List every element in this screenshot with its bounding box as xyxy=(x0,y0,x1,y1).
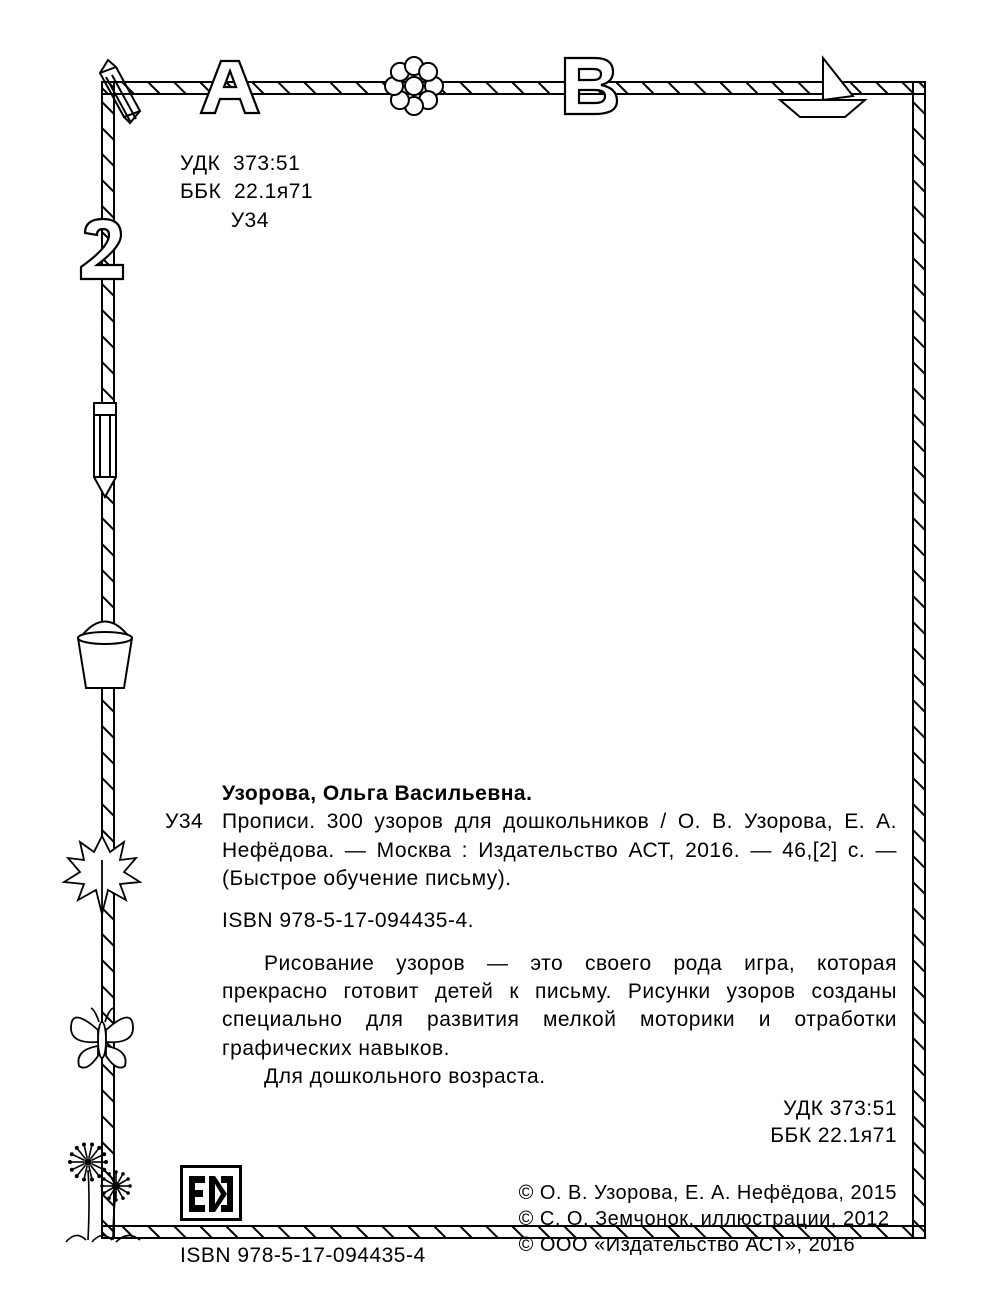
udk-bottom: УДК 373:51 xyxy=(770,1095,897,1122)
content-area: УДК 373:51 ББК 22.1я71 У34 Узорова, Ольг… xyxy=(180,150,897,1220)
copyright-line: © О. В. Узорова, Е. А. Нефёдова, 2015 xyxy=(519,1180,897,1206)
eac-mark xyxy=(180,1165,242,1229)
dandelion-icon xyxy=(58,1130,153,1245)
pencil-icon xyxy=(90,55,150,125)
author-mark-top: У34 xyxy=(180,207,897,235)
flower-icon xyxy=(378,50,450,122)
butterfly-icon xyxy=(65,1000,140,1080)
maple-leaf-icon xyxy=(62,830,142,920)
classifiers-top: УДК 373:51 ББК 22.1я71 У34 xyxy=(180,150,897,235)
author-mark-left: У34 xyxy=(165,808,203,836)
isbn-line: ISBN 978-5-17-094435-4. xyxy=(222,907,897,935)
annotation-text: Рисование узоров — это своего рода игра,… xyxy=(222,950,897,1063)
bbk-top: ББК 22.1я71 xyxy=(180,178,897,206)
classifiers-bottom: УДК 373:51 ББК 22.1я71 xyxy=(770,1095,897,1150)
audience-text: Для дошкольного возраста. xyxy=(222,1063,897,1091)
copyright-line: © С. О. Земчонок, иллюстрации, 2012 xyxy=(519,1206,897,1232)
author-heading: Узорова, Ольга Васильевна. xyxy=(222,780,897,808)
letter-a-icon xyxy=(195,55,265,120)
copyright-block: © О. В. Узорова, Е. А. Нефёдова, 2015 © … xyxy=(519,1180,897,1258)
isbn-bottom: ISBN 978-5-17-094435-4 xyxy=(180,1242,426,1270)
paper-boat-icon xyxy=(775,52,870,122)
bucket-icon xyxy=(68,600,143,695)
colophon-page: УДК 373:51 ББК 22.1я71 У34 Узорова, Ольг… xyxy=(0,0,987,1300)
number-2-icon xyxy=(75,215,133,290)
udk-top: УДК 373:51 xyxy=(180,150,897,178)
pencil2-icon xyxy=(80,395,130,505)
bibliographic-record: Узорова, Ольга Васильевна. У34 Прописи. … xyxy=(180,780,897,1091)
biblio-description: Прописи. 300 узоров для дошкольников / О… xyxy=(222,808,897,893)
bbk-bottom: ББК 22.1я71 xyxy=(770,1122,897,1149)
letter-b-icon xyxy=(555,52,625,120)
copyright-line: © ООО «Издательство АСТ», 2016 xyxy=(519,1232,897,1258)
